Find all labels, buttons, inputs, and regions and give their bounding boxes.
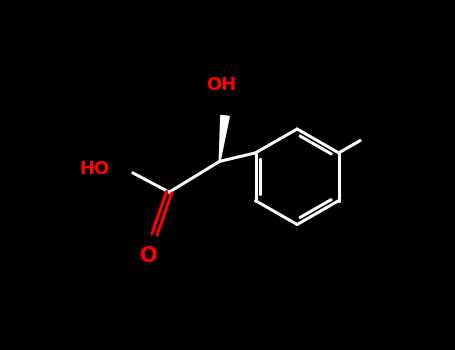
Text: OH: OH (206, 76, 236, 94)
Polygon shape (219, 116, 229, 161)
Text: HO: HO (79, 160, 110, 178)
Text: O: O (140, 246, 157, 266)
